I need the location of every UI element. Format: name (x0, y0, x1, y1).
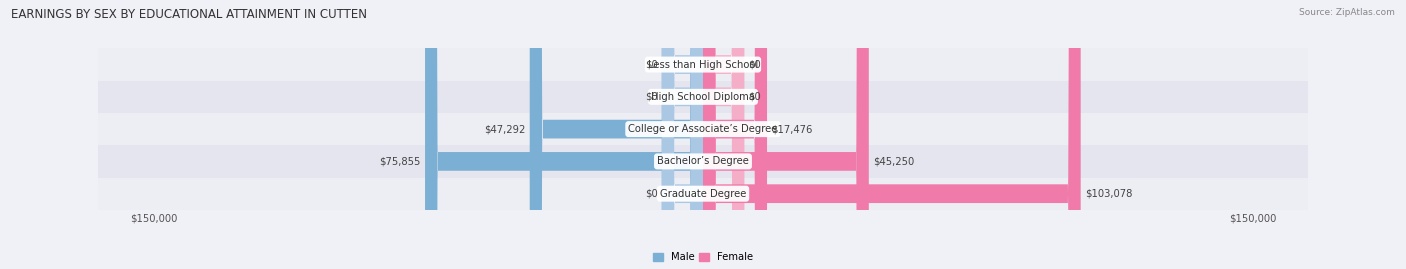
Text: High School Diploma: High School Diploma (651, 92, 755, 102)
Text: $45,250: $45,250 (873, 156, 914, 167)
Bar (98, 145, 1308, 178)
Bar (98, 81, 1308, 113)
FancyBboxPatch shape (425, 0, 703, 269)
Text: $0: $0 (644, 59, 658, 70)
FancyBboxPatch shape (662, 0, 703, 269)
Text: $17,476: $17,476 (772, 124, 813, 134)
FancyBboxPatch shape (703, 0, 744, 269)
FancyBboxPatch shape (662, 0, 703, 269)
Text: $0: $0 (748, 92, 762, 102)
Text: $47,292: $47,292 (484, 124, 526, 134)
Text: $103,078: $103,078 (1085, 189, 1132, 199)
Bar (98, 178, 1308, 210)
FancyBboxPatch shape (703, 0, 768, 269)
FancyBboxPatch shape (530, 0, 703, 269)
FancyBboxPatch shape (703, 0, 744, 269)
Text: Bachelor’s Degree: Bachelor’s Degree (657, 156, 749, 167)
FancyBboxPatch shape (703, 0, 869, 269)
FancyBboxPatch shape (662, 0, 703, 269)
Text: Less than High School: Less than High School (648, 59, 758, 70)
Bar (98, 113, 1308, 145)
Text: $0: $0 (748, 59, 762, 70)
Text: EARNINGS BY SEX BY EDUCATIONAL ATTAINMENT IN CUTTEN: EARNINGS BY SEX BY EDUCATIONAL ATTAINMEN… (11, 8, 367, 21)
Text: $75,855: $75,855 (380, 156, 420, 167)
Text: $0: $0 (644, 92, 658, 102)
Text: $0: $0 (644, 189, 658, 199)
Text: Graduate Degree: Graduate Degree (659, 189, 747, 199)
FancyBboxPatch shape (703, 0, 1081, 269)
Text: Source: ZipAtlas.com: Source: ZipAtlas.com (1299, 8, 1395, 17)
Legend: Male, Female: Male, Female (650, 248, 756, 266)
Bar (98, 48, 1308, 81)
Text: College or Associate’s Degree: College or Associate’s Degree (628, 124, 778, 134)
